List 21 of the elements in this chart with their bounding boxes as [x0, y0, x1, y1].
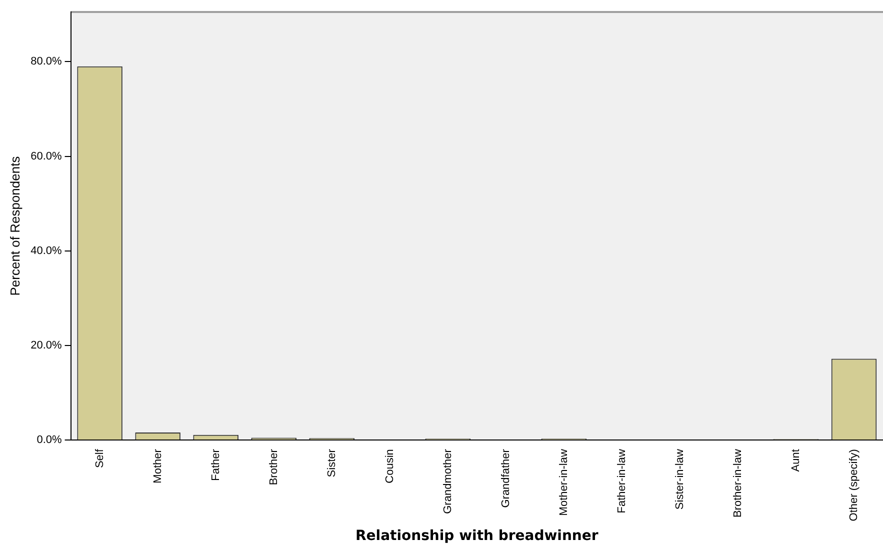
y-tick-label: 0.0% [36, 434, 62, 446]
x-tick-label: Sister-in-law [674, 449, 686, 510]
y-tick-label: 60.0% [30, 150, 62, 162]
x-tick-label: Grandfather [500, 448, 512, 508]
y-axis-title: Percent of Respondents [7, 156, 22, 296]
x-tick-label: Grandmother [442, 448, 454, 514]
x-tick-label: Father [210, 448, 222, 481]
y-tick-label: 20.0% [30, 340, 62, 352]
x-tick-label: Aunt [790, 449, 802, 472]
x-tick-label: Mother [152, 448, 164, 484]
x-tick-label: Self [94, 448, 106, 468]
x-axis-title: Relationship with breadwinner [355, 528, 598, 544]
x-tick-label: Other (specify) [848, 449, 860, 522]
x-tick-label: Sister [326, 448, 338, 478]
y-tick-label: 80.0% [30, 56, 62, 68]
x-tick-label: Father-in-law [616, 449, 628, 514]
x-tick-label: Cousin [384, 449, 396, 484]
x-tick-label: Brother [268, 448, 280, 486]
x-tick-label: Mother-in-law [558, 449, 570, 516]
x-tick-label: Brother-in-law [732, 449, 744, 518]
y-tick-label: 40.0% [30, 244, 62, 257]
